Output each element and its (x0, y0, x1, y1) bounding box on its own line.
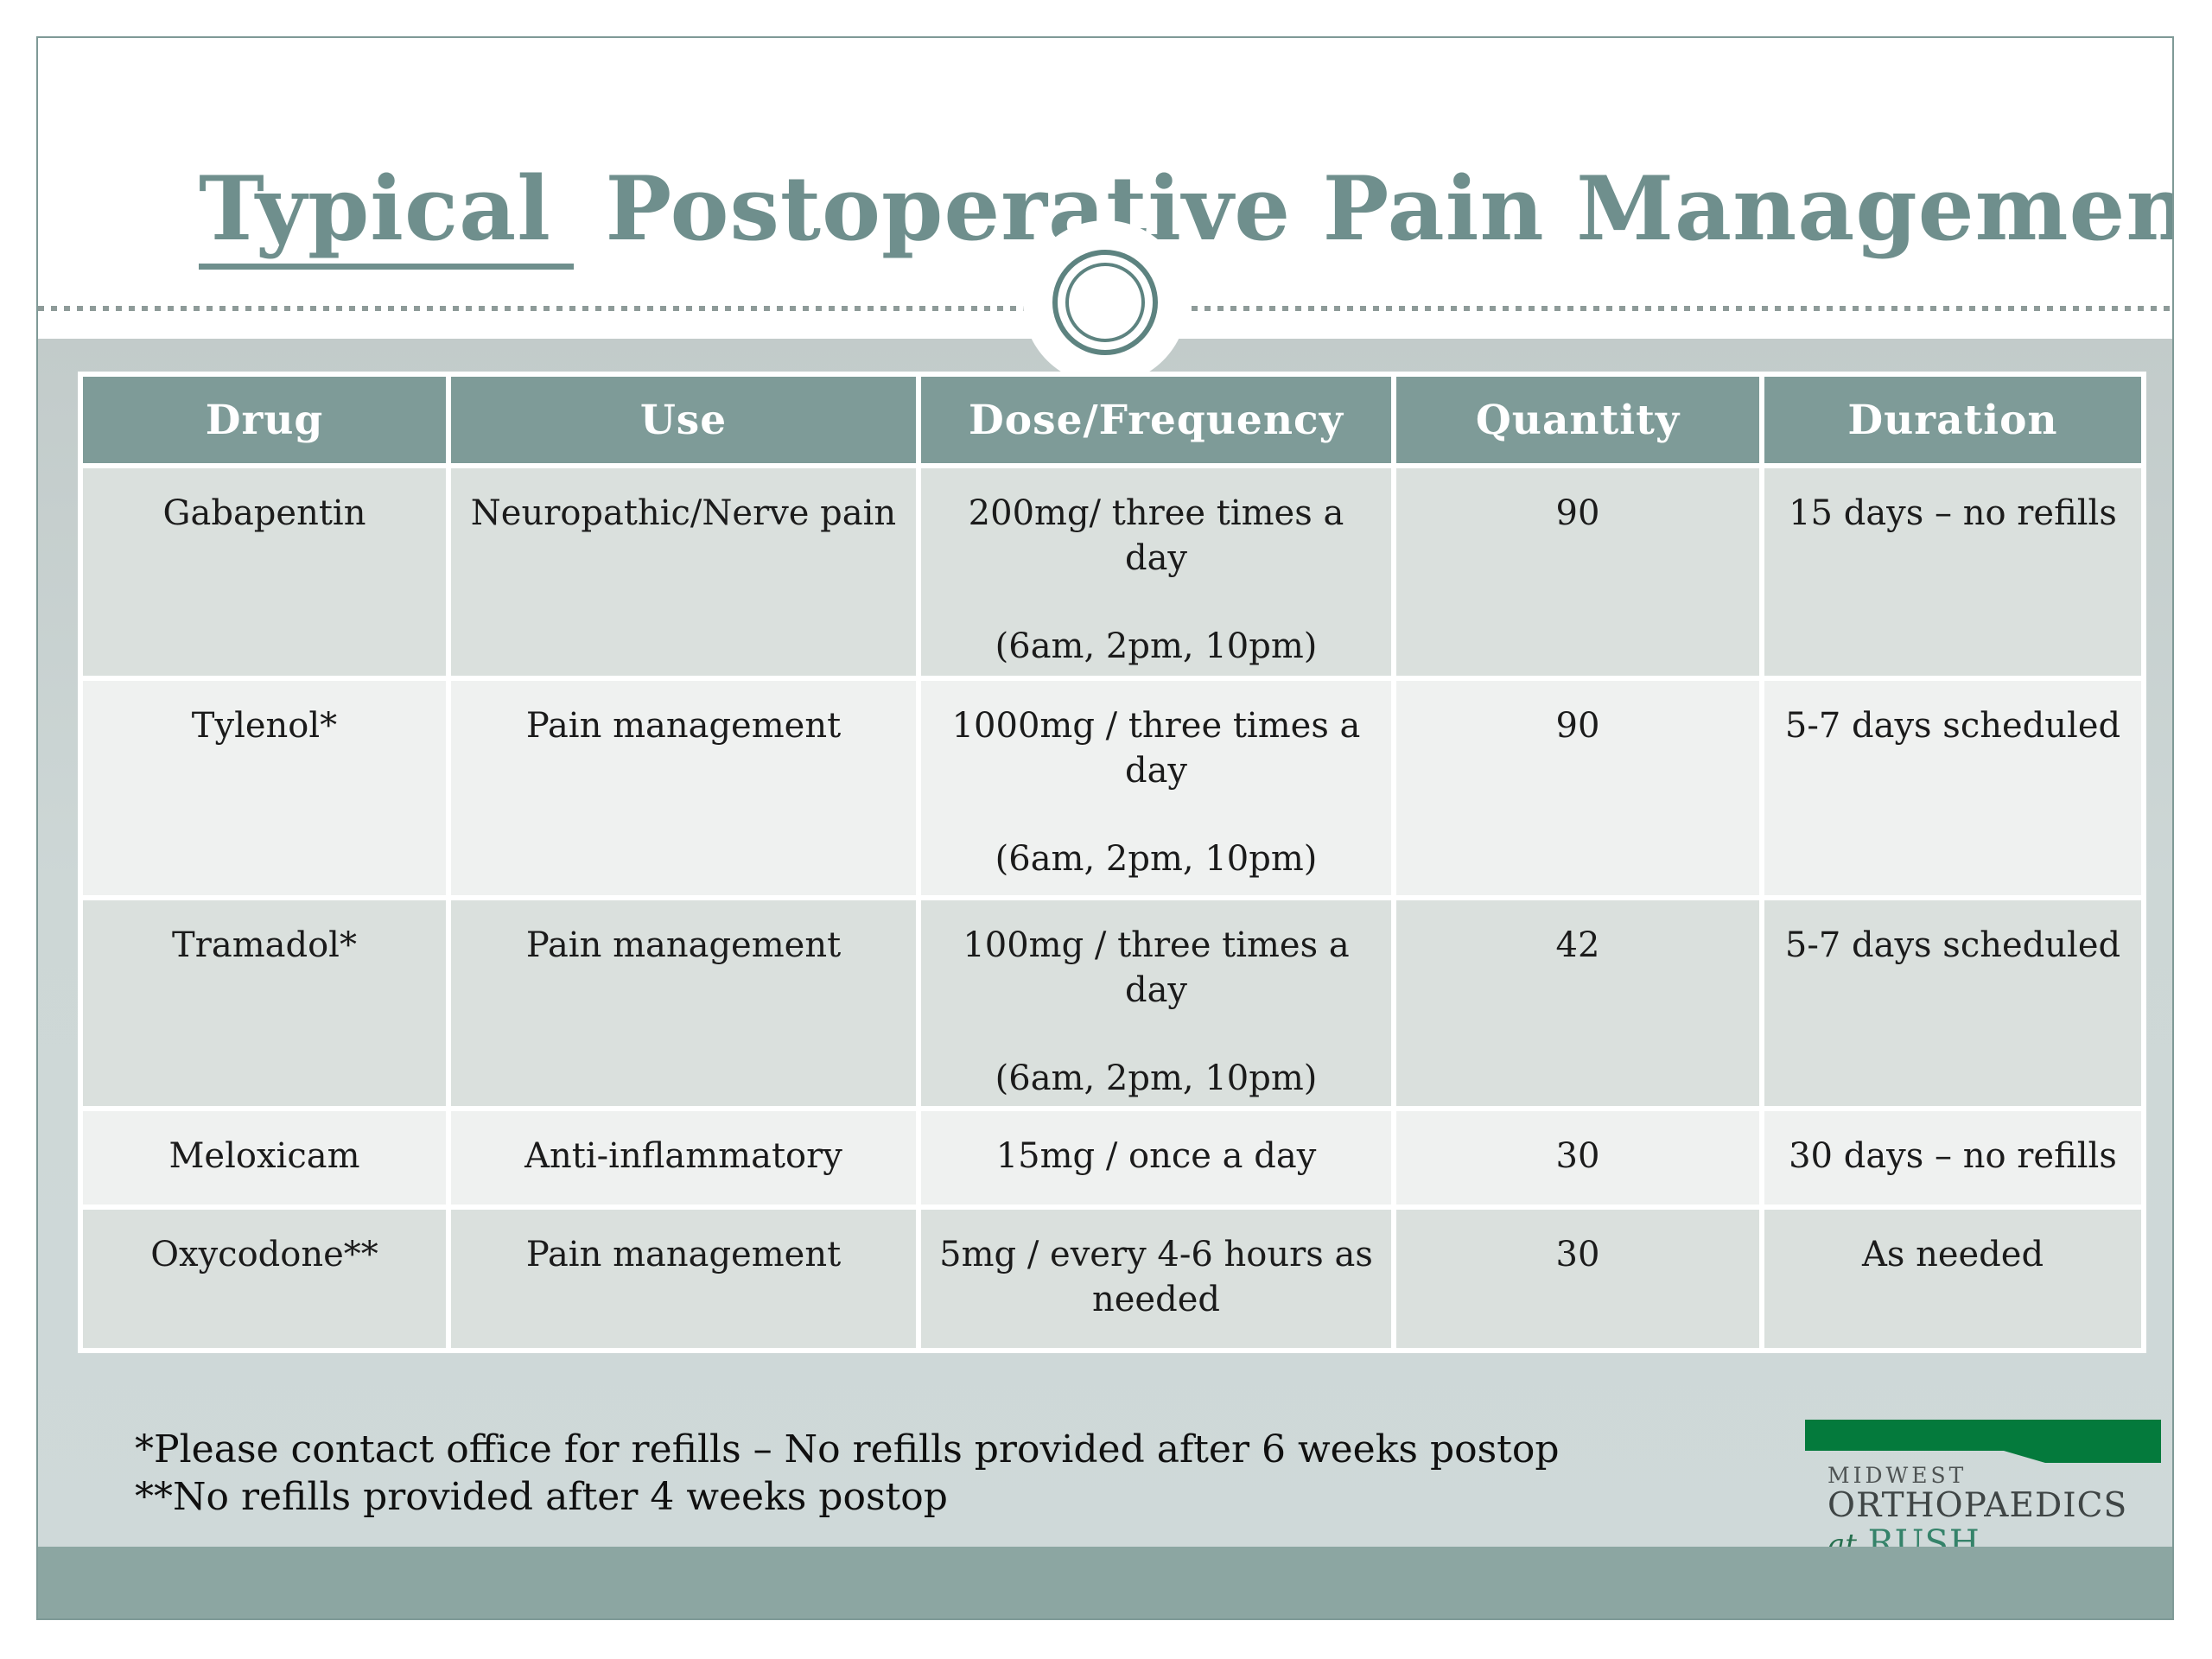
footnote-line: *Please contact office for refills – No … (135, 1427, 1560, 1471)
cell-use: Anti-inflammatory (451, 1111, 916, 1205)
cell-use: Pain management (451, 1210, 916, 1348)
header-cell-dose: Dose/Frequency (921, 377, 1391, 463)
header-cell-use: Use (451, 377, 916, 463)
cell-drug: Tramadol* (83, 900, 446, 1106)
footnotes: *Please contact office for refills – No … (135, 1426, 1560, 1521)
logo-orthopaedics: ORTHOPAEDICS (1827, 1486, 2128, 1525)
cell-duration: 30 days – no refills (1764, 1111, 2141, 1205)
cell-dose: 15mg / once a day (921, 1111, 1391, 1205)
bottom-accent-bar (38, 1547, 2172, 1618)
logo-green-swoosh-icon (1805, 1420, 2161, 1463)
title-underlined-word: Typical (199, 157, 574, 270)
circle-ornament-icon (1052, 250, 1158, 355)
circle-ornament-inner-ring (1065, 263, 1145, 342)
cell-use: Neuropathic/Nerve pain (451, 468, 916, 676)
cell-duration: 5-7 days scheduled (1764, 681, 2141, 895)
cell-drug: Meloxicam (83, 1111, 446, 1205)
cell-dose: 200mg/ three times a day (6am, 2pm, 10pm) (921, 468, 1391, 676)
cell-duration: 5-7 days scheduled (1764, 900, 2141, 1106)
cell-duration: 15 days – no refills (1764, 468, 2141, 676)
slide: Typical Postoperative Pain Management Dr… (36, 36, 2174, 1620)
cell-dose: 5mg / every 4-6 hours as needed (921, 1210, 1391, 1348)
cell-use: Pain management (451, 900, 916, 1106)
dose-text: 1000mg / three times a day (951, 706, 1361, 791)
cell-dose: 100mg / three times a day (6am, 2pm, 10pm… (921, 900, 1391, 1106)
dose-times: (6am, 2pm, 10pm) (995, 626, 1318, 666)
cell-duration: As needed (1764, 1210, 2141, 1348)
cell-quantity: 30 (1396, 1111, 1759, 1205)
cell-drug: Tylenol* (83, 681, 446, 895)
header-cell-quantity: Quantity (1396, 377, 1759, 463)
header-cell-duration: Duration (1764, 377, 2141, 463)
dose-text: 200mg/ three times a day (968, 493, 1344, 578)
dose-text: 15mg / once a day (995, 1136, 1317, 1176)
dose-times: (6am, 2pm, 10pm) (995, 839, 1318, 879)
dose-text: 100mg / three times a day (963, 925, 1350, 1010)
footnote-line: **No refills provided after 4 weeks post… (135, 1475, 948, 1519)
cell-drug: Oxycodone** (83, 1210, 446, 1348)
logo-midwest: MIDWEST (1827, 1463, 1967, 1488)
cell-quantity: 42 (1396, 900, 1759, 1106)
cell-quantity: 90 (1396, 468, 1759, 676)
cell-quantity: 30 (1396, 1210, 1759, 1348)
cell-quantity: 90 (1396, 681, 1759, 895)
dose-text: 5mg / every 4-6 hours as needed (939, 1235, 1373, 1319)
page-title: Typical Postoperative Pain Management (199, 157, 2172, 270)
dose-times: (6am, 2pm, 10pm) (995, 1058, 1318, 1098)
cell-use: Pain management (451, 681, 916, 895)
header-cell-drug: Drug (83, 377, 446, 463)
title-rest: Postoperative Pain Management (573, 157, 2174, 262)
cell-dose: 1000mg / three times a day (6am, 2pm, 10p… (921, 681, 1391, 895)
cell-drug: Gabapentin (83, 468, 446, 676)
medication-table: Drug Use Dose/Frequency Quantity Duration Gab… (78, 372, 2146, 1353)
